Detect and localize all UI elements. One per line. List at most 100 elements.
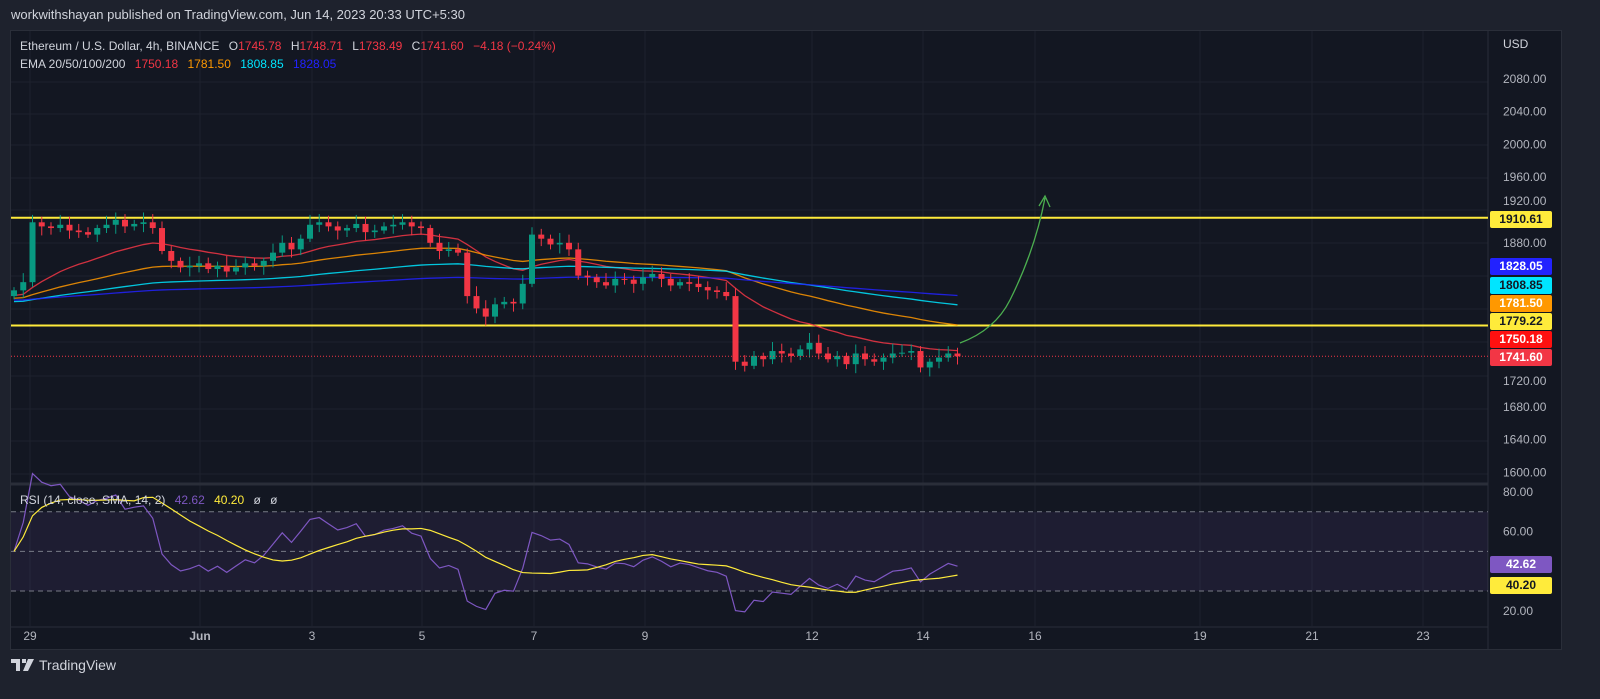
candle-body — [492, 304, 498, 317]
candle-body — [917, 351, 924, 368]
candle-body — [714, 290, 720, 292]
candle-body — [575, 249, 582, 276]
candle-body — [510, 301, 517, 304]
chart-frame[interactable] — [10, 30, 1562, 650]
candle-body — [353, 223, 360, 229]
candle-body — [122, 219, 128, 227]
time-tick-label: 21 — [1305, 629, 1319, 643]
symbol-title[interactable]: Ethereum / U.S. Dollar, 4h, BINANCE — [20, 39, 220, 53]
candle-body — [612, 278, 619, 286]
candle-body — [566, 242, 572, 250]
price-tick-label: 2040.00 — [1503, 105, 1547, 119]
candle-body — [251, 263, 258, 266]
candle-body — [529, 234, 535, 284]
ema-title[interactable]: EMA 20/50/100/200 — [20, 57, 126, 71]
candle-body — [769, 351, 776, 360]
time-tick-label: 23 — [1416, 629, 1430, 643]
candle-body — [186, 265, 193, 268]
candle-body — [658, 273, 665, 279]
candle-body — [788, 353, 794, 356]
candle-body — [584, 275, 591, 278]
candle-body — [48, 226, 54, 229]
price-tick-label: 1720.00 — [1503, 374, 1547, 388]
candle-body — [149, 222, 156, 229]
price-tick-label: 1680.00 — [1503, 400, 1547, 414]
ohlc-change: −4.18 (−0.24%) — [473, 39, 556, 53]
candle-body — [862, 353, 868, 360]
price-tick-label: 2000.00 — [1503, 137, 1547, 151]
rsi-extra-1: ø — [253, 493, 261, 507]
candle-body — [464, 252, 471, 297]
rsi-value: 42.62 — [174, 493, 205, 507]
candle-body — [519, 283, 526, 304]
candle-body — [140, 222, 147, 224]
ema200-value: 1828.05 — [292, 57, 337, 71]
ema200-line — [13, 276, 958, 301]
tradingview-logo[interactable]: TradingView — [11, 657, 116, 673]
candle-body — [112, 219, 119, 225]
publisher-line: workwithshayan published on TradingView.… — [11, 7, 465, 22]
candle-body — [168, 251, 175, 261]
time-tick-label: 16 — [1028, 629, 1042, 643]
candle-body — [94, 228, 101, 235]
candle-body — [371, 230, 378, 233]
candle-body — [11, 290, 17, 297]
currency-label: USD — [1503, 37, 1529, 51]
candle-body — [399, 222, 406, 225]
candle-body — [38, 222, 45, 227]
candle-body — [640, 277, 646, 284]
time-tick-label: 19 — [1193, 629, 1207, 643]
candle-body — [177, 260, 184, 268]
candle-body — [732, 296, 739, 362]
candle-body — [751, 355, 757, 366]
arrow-head-icon — [1038, 194, 1051, 208]
last-price-tag: 1741.60 — [1490, 349, 1552, 366]
time-tick-label: Jun — [189, 629, 210, 643]
ema20-line — [13, 233, 958, 352]
candle-body — [270, 252, 276, 261]
projection-arrow — [959, 197, 1046, 344]
rsi-tick-label: 20.00 — [1503, 604, 1533, 618]
candle-body — [418, 226, 424, 229]
ema-legend: EMA 20/50/100/200 1750.18 1781.50 1808.8… — [20, 57, 342, 71]
candle-body — [196, 263, 202, 266]
level-1910-tag: 1910.61 — [1490, 211, 1552, 228]
candle-body — [778, 351, 785, 354]
price-tick-label: 1960.00 — [1503, 170, 1547, 184]
ema50-value: 1781.50 — [187, 57, 231, 71]
ohlc-high: H1748.71 — [290, 39, 343, 53]
candle-body — [649, 273, 656, 278]
candle-body — [677, 282, 683, 286]
candle-body — [593, 277, 600, 283]
candle-body — [307, 224, 313, 239]
ema100-value: 1808.85 — [240, 57, 284, 71]
rsi-sma-value: 40.20 — [214, 493, 245, 507]
ema100-line — [13, 263, 958, 306]
rsi-title[interactable]: RSI (14, close, SMA, 14, 2) — [20, 493, 166, 507]
candle-body — [538, 234, 545, 239]
price-tick-label: 2080.00 — [1503, 72, 1547, 86]
time-tick-label: 14 — [916, 629, 930, 643]
candle-body — [880, 357, 887, 362]
candle-body — [760, 355, 767, 360]
price-tick-label: 1880.00 — [1503, 236, 1547, 250]
candle-body — [279, 242, 286, 253]
candle-body — [945, 353, 952, 358]
candle-body — [815, 342, 822, 354]
ema100-tag: 1808.85 — [1490, 277, 1552, 294]
candle-body — [501, 301, 508, 305]
candle-body — [381, 226, 387, 231]
candle-body — [159, 228, 165, 251]
candle-body — [445, 249, 452, 251]
candle-body — [408, 222, 415, 227]
level-1779-tag: 1779.22 — [1490, 313, 1552, 330]
candle-body — [427, 228, 434, 243]
candle-body — [686, 282, 693, 284]
candle-body — [843, 355, 850, 365]
time-tick-label: 5 — [419, 629, 426, 643]
candle-body — [797, 349, 804, 356]
candle-body — [29, 222, 36, 283]
rsi-tick-label: 80.00 — [1503, 485, 1533, 499]
candle-body — [223, 265, 230, 272]
